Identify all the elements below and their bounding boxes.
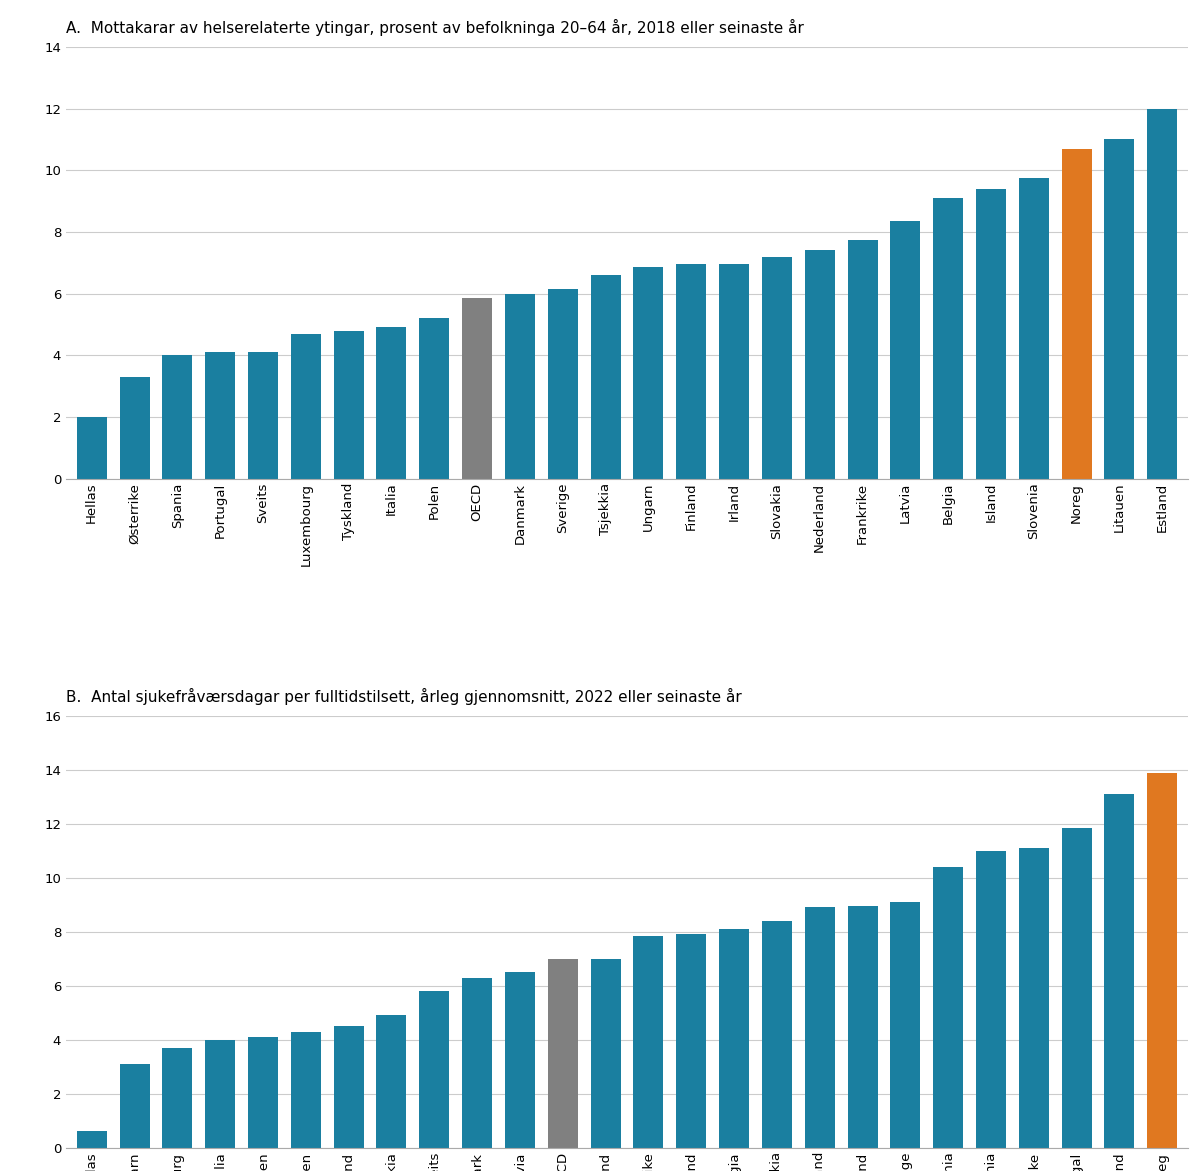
Bar [419,319,449,479]
Bar [890,902,920,1148]
Text: B.  Antal sjukefråværsdagar per fulltidstilsett, årleg gjennomsnitt, 2022 eller : B. Antal sjukefråværsdagar per fulltidst… [66,689,742,705]
Bar [1019,178,1049,479]
Bar [934,198,964,479]
Bar [590,275,620,479]
Text: A.  Mottakarar av helserelaterte ytingar, prosent av befolkninga 20–64 år, 2018 : A. Mottakarar av helserelaterte ytingar,… [66,19,804,36]
Bar [162,355,192,479]
Bar [248,352,278,479]
Bar [1147,109,1177,479]
Bar [805,908,835,1148]
Bar [419,991,449,1148]
Bar [120,377,150,479]
Bar [120,1064,150,1148]
Bar [248,1038,278,1148]
Bar [547,289,577,479]
Bar [805,251,835,479]
Bar [762,256,792,479]
Bar [847,906,877,1148]
Bar [77,417,107,479]
Bar [462,299,492,479]
Bar [976,851,1006,1148]
Bar [847,240,877,479]
Bar [334,330,364,479]
Bar [1062,149,1092,479]
Bar [634,936,664,1148]
Bar [934,867,964,1148]
Bar [1104,139,1134,479]
Bar [290,1032,320,1148]
Bar [1104,794,1134,1148]
Bar [462,978,492,1148]
Bar [205,1040,235,1148]
Bar [377,328,407,479]
Bar [976,189,1006,479]
Bar [290,334,320,479]
Bar [505,972,535,1148]
Bar [547,959,577,1148]
Bar [677,265,707,479]
Bar [162,1048,192,1148]
Bar [634,267,664,479]
Bar [677,934,707,1148]
Bar [334,1026,364,1148]
Bar [1147,773,1177,1148]
Bar [590,959,620,1148]
Bar [505,294,535,479]
Bar [762,920,792,1148]
Bar [719,265,749,479]
Bar [1019,848,1049,1148]
Bar [205,352,235,479]
Bar [377,1015,407,1148]
Bar [1062,828,1092,1148]
Bar [77,1131,107,1148]
Bar [719,929,749,1148]
Bar [890,221,920,479]
